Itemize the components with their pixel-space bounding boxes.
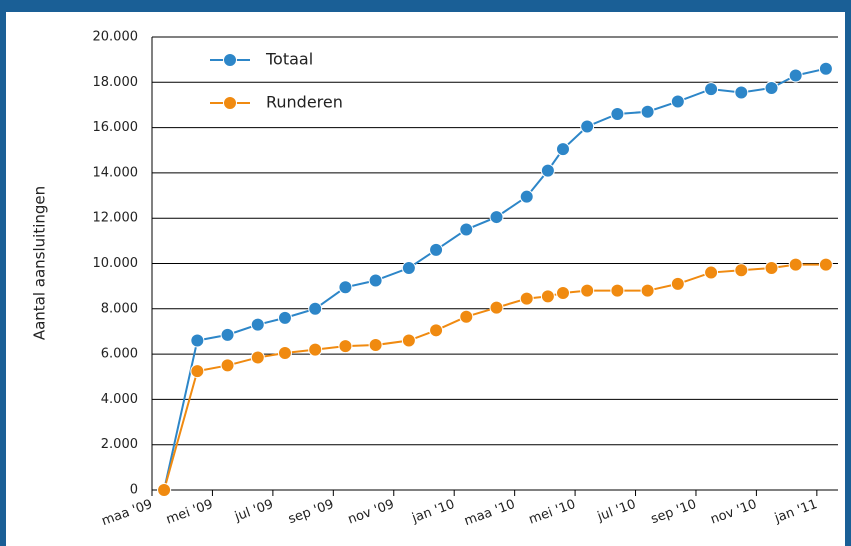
x-tick-label: jul '09 xyxy=(232,497,275,525)
right-border xyxy=(845,0,851,546)
x-tick-label: sep '10 xyxy=(649,497,699,527)
series-line xyxy=(163,263,826,491)
point xyxy=(555,142,570,157)
point xyxy=(220,358,235,373)
point xyxy=(640,104,655,119)
y-tick-label: 18.000 xyxy=(93,75,139,90)
x-tick-label: jan '11 xyxy=(772,497,819,527)
point xyxy=(519,291,534,306)
point xyxy=(580,119,595,134)
y-tick-label: 12.000 xyxy=(93,211,139,226)
point xyxy=(788,257,803,272)
point xyxy=(764,261,779,276)
y-tick-label: 20.000 xyxy=(93,30,139,45)
point xyxy=(157,483,172,497)
point xyxy=(704,82,719,97)
point xyxy=(519,189,534,204)
point xyxy=(250,317,265,332)
point xyxy=(610,283,625,298)
point xyxy=(670,276,685,291)
point xyxy=(250,350,265,365)
y-tick-label: 10.000 xyxy=(93,256,139,271)
legend-label: Totaal xyxy=(265,50,313,69)
point xyxy=(190,364,205,379)
point xyxy=(401,261,416,276)
point xyxy=(459,309,474,324)
point xyxy=(308,301,323,316)
point xyxy=(277,345,292,360)
point xyxy=(555,285,570,300)
y-tick-label: 6.000 xyxy=(101,347,138,362)
point xyxy=(818,257,833,272)
x-tick-label: maa '09 xyxy=(100,497,155,529)
point xyxy=(670,94,685,109)
point xyxy=(610,107,625,122)
point xyxy=(368,273,383,288)
y-axis-label: Aantal aansluitingen xyxy=(31,186,49,340)
x-tick-label: nov '10 xyxy=(709,497,759,528)
point xyxy=(788,68,803,83)
y-tick-label: 16.000 xyxy=(93,120,139,135)
point xyxy=(368,338,383,353)
top-border xyxy=(0,0,851,12)
point xyxy=(640,283,655,298)
x-tick-label: mei '10 xyxy=(527,497,578,528)
x-tick-label: sep '09 xyxy=(286,497,336,527)
point xyxy=(540,163,555,178)
point xyxy=(459,222,474,237)
legend-label: Runderen xyxy=(266,93,343,112)
point xyxy=(277,310,292,325)
legend-marker xyxy=(223,96,237,110)
point xyxy=(190,333,205,348)
y-tick-label: 2.000 xyxy=(101,437,138,452)
x-tick-label: maa '10 xyxy=(462,497,517,529)
point xyxy=(489,300,504,315)
left-border xyxy=(0,0,6,546)
legend-marker xyxy=(223,53,237,67)
point xyxy=(734,85,749,100)
y-tick-label: 4.000 xyxy=(101,392,138,407)
point xyxy=(489,210,504,225)
point xyxy=(338,339,353,354)
point xyxy=(429,323,444,338)
x-tick-label: jul '10 xyxy=(595,497,638,525)
y-tick-label: 8.000 xyxy=(101,301,138,316)
point xyxy=(764,80,779,95)
point xyxy=(734,263,749,278)
y-tick-label: 14.000 xyxy=(93,165,139,180)
point xyxy=(540,289,555,304)
y-tick-label: 0 xyxy=(130,483,138,498)
point xyxy=(401,333,416,348)
point xyxy=(429,242,444,257)
x-tick-label: mei '09 xyxy=(164,497,215,528)
point xyxy=(818,61,833,76)
point xyxy=(308,342,323,357)
point xyxy=(704,265,719,280)
x-tick-label: nov '09 xyxy=(346,497,396,528)
point xyxy=(220,327,235,342)
x-tick-label: jan '10 xyxy=(409,497,456,527)
point xyxy=(580,283,595,298)
series-line xyxy=(163,67,827,491)
point xyxy=(338,280,353,295)
